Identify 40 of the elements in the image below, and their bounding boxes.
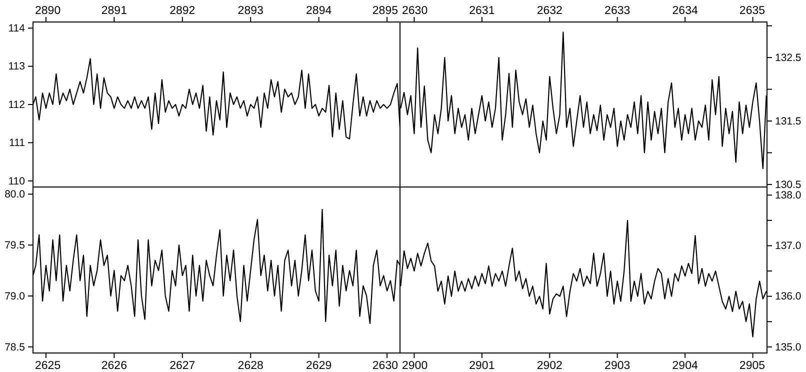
x-tick-label: 2894 <box>306 5 332 17</box>
y-tick-label: 79.0 <box>4 290 26 302</box>
x-tick-label: 2902 <box>536 360 562 372</box>
x-tick-label: 2633 <box>604 5 630 17</box>
y-tick-label: 130.5 <box>775 178 802 191</box>
y-tick-label: 113 <box>8 60 26 73</box>
y-tick-label: 132.5 <box>775 52 802 64</box>
y-tick-label: 135.0 <box>775 341 802 354</box>
x-tick-label: 2903 <box>604 360 630 372</box>
y-tick-label: 110 <box>8 175 26 188</box>
x-tick-label: 2905 <box>739 360 765 372</box>
x-tick-label: 2628 <box>238 360 264 372</box>
x-tick-label: 2634 <box>672 5 698 17</box>
y-tick-label: 79.5 <box>4 239 26 252</box>
x-tick-label: 2904 <box>672 360 698 372</box>
x-tick-label: 2630 <box>372 360 398 372</box>
y-tick-label: 136.0 <box>775 290 802 303</box>
y-tick-label: 137.0 <box>775 240 802 252</box>
y-tick-label: 111 <box>9 137 26 150</box>
x-tick-label: 2900 <box>402 360 428 372</box>
x-tick-label: 2891 <box>101 5 127 17</box>
y-tick-label: 114 <box>8 22 26 34</box>
x-tick-label: 2635 <box>739 5 765 17</box>
x-tick-label: 2901 <box>469 360 495 372</box>
x-tick-label: 2627 <box>170 360 196 372</box>
x-tick-label: 2632 <box>536 5 562 17</box>
y-tick-label: 78.5 <box>4 341 26 354</box>
y-tick-label: 112 <box>8 98 26 111</box>
x-tick-label: 2631 <box>469 5 495 17</box>
x-tick-label: 2630 <box>402 5 428 17</box>
x-tick-label: 2893 <box>238 5 264 17</box>
x-tick-label: 2895 <box>372 5 398 17</box>
x-tick-label: 2626 <box>101 360 127 372</box>
y-tick-label: 80.0 <box>4 188 26 200</box>
y-tick-label: 131.5 <box>775 115 802 128</box>
x-tick-label: 2625 <box>35 360 61 372</box>
x-tick-label: 2890 <box>35 5 61 17</box>
x-tick-label: 2629 <box>306 360 332 372</box>
x-tick-label: 2892 <box>170 5 196 17</box>
y-tick-label: 138.0 <box>775 189 802 202</box>
